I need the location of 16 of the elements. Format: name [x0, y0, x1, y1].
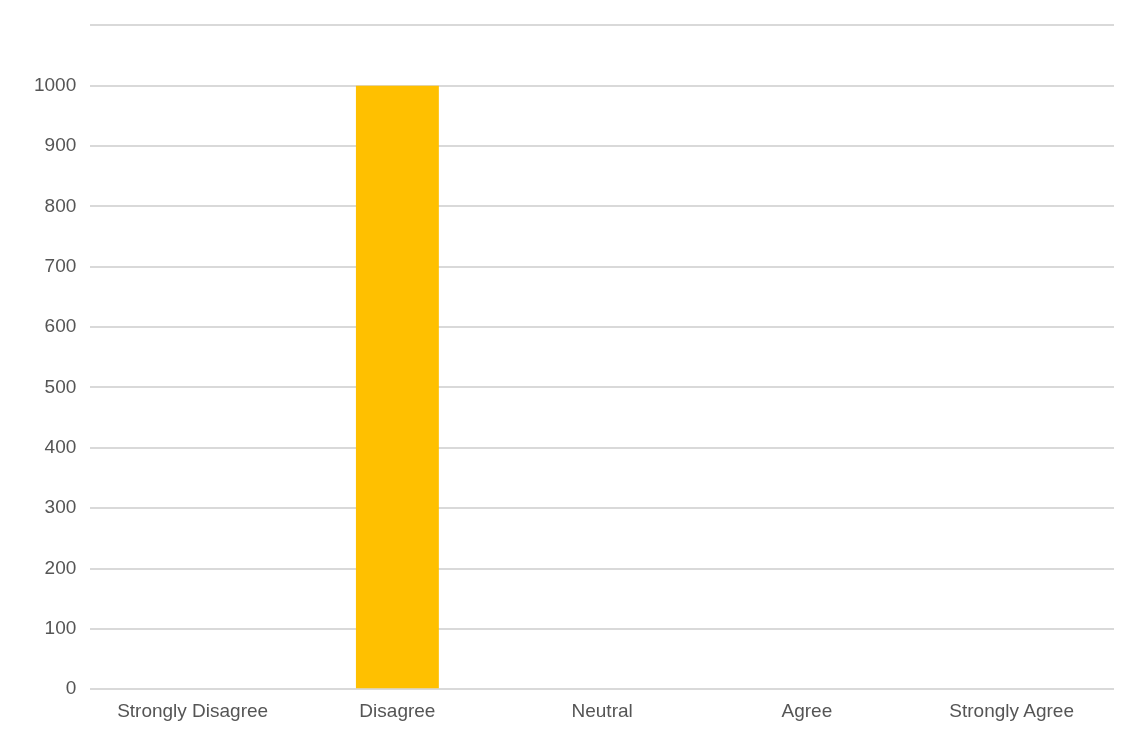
- y-tick-label: 800: [44, 194, 77, 216]
- y-tick-label: 600: [44, 315, 77, 337]
- x-tick-label: Strongly Disagree: [117, 699, 269, 721]
- y-tick-label: 1000: [33, 73, 77, 95]
- y-tick-label: 500: [44, 375, 77, 397]
- y-tick-label: 700: [44, 255, 77, 277]
- y-tick-label: 300: [44, 496, 77, 518]
- x-tick-label: Agree: [781, 699, 833, 721]
- y-tick-label: 100: [44, 617, 77, 639]
- x-tick-label: Neutral: [571, 699, 633, 721]
- x-tick-label: Strongly Agree: [949, 699, 1074, 721]
- y-tick-label: 200: [44, 556, 77, 578]
- y-tick-label: 900: [44, 134, 77, 156]
- y-tick-label: 400: [44, 436, 77, 458]
- x-tick-label: Disagree: [359, 699, 436, 721]
- y-tick-label: 0: [65, 677, 77, 699]
